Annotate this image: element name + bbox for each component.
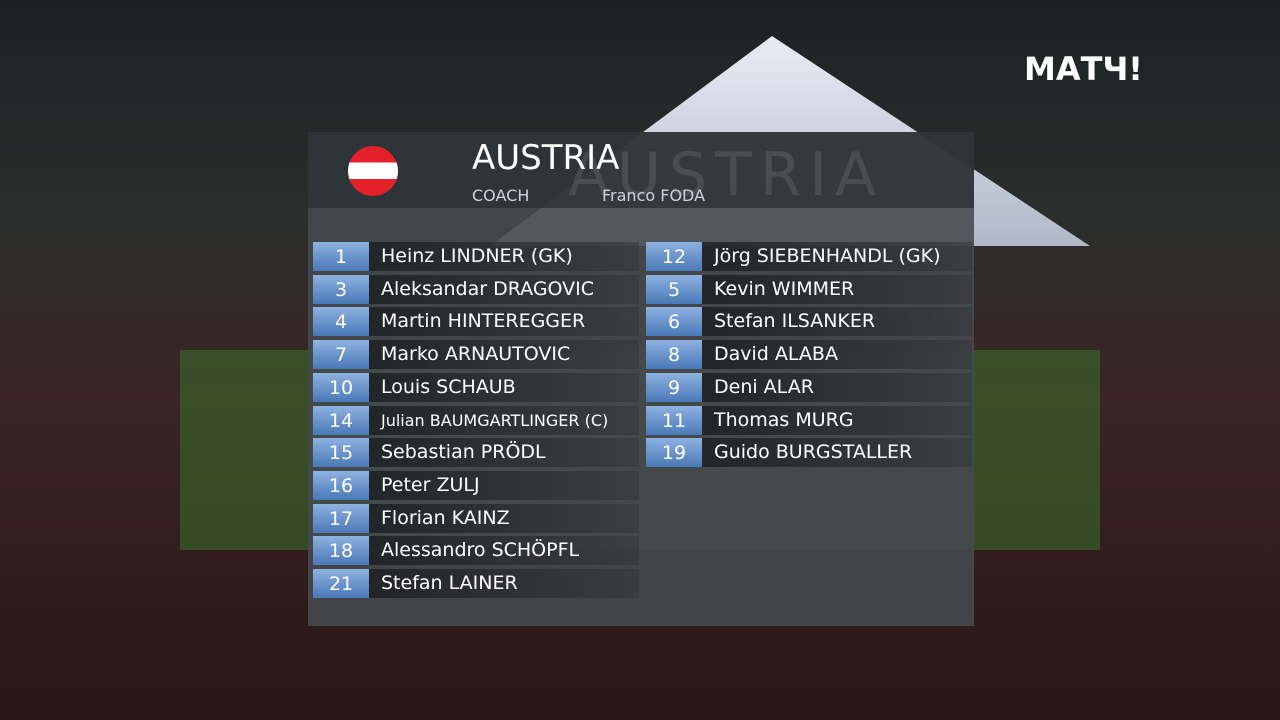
lineup-panel: AUSTRIA AUSTRIA COACH Franco FODA 1 Heinz… [308,132,974,626]
shirt-number: 12 [646,242,702,271]
shirt-number: 15 [313,438,369,468]
shirt-number: 18 [313,536,369,566]
player-row: 14 Julian BAUMGARTLINGER (C) [313,405,639,435]
player-name: Thomas MURG [714,408,854,431]
player-name: Kevin WIMMER [714,277,855,300]
player-row: 3 Aleksandar DRAGOVIC [313,274,639,304]
player-row: 6 Stefan ILSANKER [646,307,972,337]
player-row: 7 Marko ARNAUTOVIC [313,340,639,370]
player-row: 4 Martin HINTEREGGER [313,307,639,337]
player-row: 16 Peter ZULJ [313,470,639,500]
player-row: 8 David ALABA [646,340,972,370]
player-row: 21 Stefan LAINER [313,569,639,598]
shirt-number: 19 [646,438,702,468]
shirt-number: 1 [313,242,369,271]
channel-logo: МАТЧ! [1024,50,1143,88]
player-name: Peter ZULJ [381,473,480,496]
shirt-number: 11 [646,405,702,435]
player-name: Guido BURGSTALLER [714,441,913,464]
player-row: 10 Louis SCHAUB [313,372,639,402]
shirt-number: 6 [646,307,702,337]
player-name: Sebastian PRÖDL [381,441,546,464]
player-name: Heinz LINDNER (GK) [381,245,573,267]
panel-header: AUSTRIA AUSTRIA COACH Franco FODA [308,132,974,210]
player-name: Louis SCHAUB [381,375,516,398]
player-name: Deni ALAR [714,375,814,398]
shirt-number: 4 [313,307,369,337]
watermark: AUSTRIA [568,140,885,210]
shirt-number: 10 [313,372,369,402]
player-name: Florian KAINZ [381,506,510,529]
player-name: Aleksandar DRAGOVIC [381,277,595,300]
player-row: 15 Sebastian PRÖDL [313,438,639,468]
player-name: Alessandro SCHÖPFL [381,539,580,562]
player-name: Martin HINTEREGGER [381,310,586,333]
shirt-number: 9 [646,372,702,402]
shirt-number: 5 [646,274,702,304]
player-row: 18 Alessandro SCHÖPFL [313,536,639,566]
player-row: 12 Jörg SIEBENHANDL (GK) [646,242,972,271]
player-name: Jörg SIEBENHANDL (GK) [714,245,941,267]
player-name: Stefan LAINER [381,572,518,594]
shirt-number: 17 [313,503,369,533]
shirt-number: 8 [646,340,702,370]
player-row: 1 Heinz LINDNER (GK) [313,242,639,271]
player-row: 19 Guido BURGSTALLER [646,438,972,468]
player-name: Julian BAUMGARTLINGER (C) [381,410,609,430]
player-name: Stefan ILSANKER [714,310,876,333]
shirt-number: 16 [313,470,369,500]
coach-name: Franco FODA [602,186,706,205]
shirt-number: 3 [313,274,369,304]
shirt-number: 14 [313,405,369,435]
flag [348,146,398,196]
player-row: 11 Thomas MURG [646,405,972,435]
player-row: 9 Deni ALAR [646,372,972,402]
shirt-number: 7 [313,340,369,370]
coach-label: COACH [472,186,530,205]
team-name: AUSTRIA [472,138,620,178]
player-name: David ALABA [714,343,838,366]
player-name: Marko ARNAUTOVIC [381,343,571,366]
player-row: 17 Florian KAINZ [313,503,639,533]
shirt-number: 21 [313,569,369,598]
player-row: 5 Kevin WIMMER [646,274,972,304]
